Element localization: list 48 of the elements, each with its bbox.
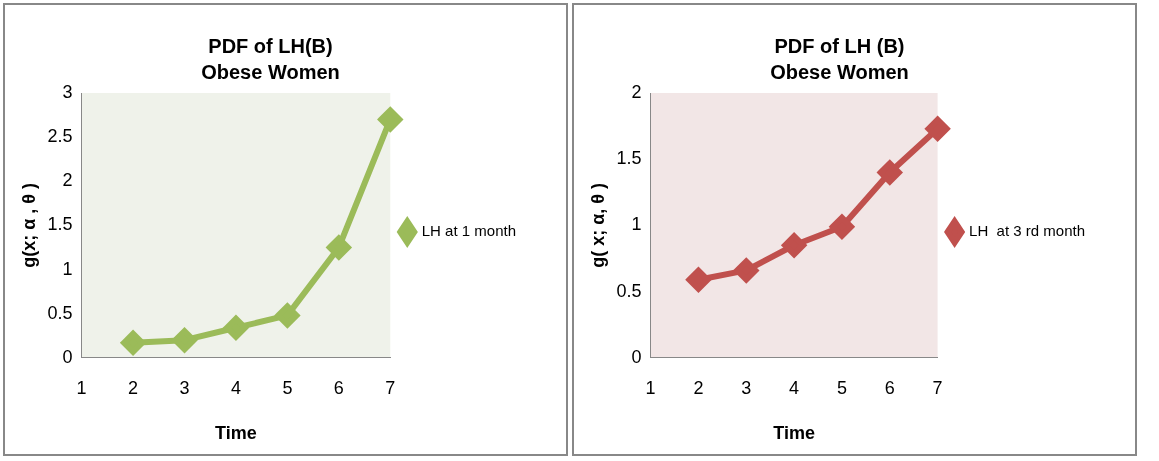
x-tick-label: 7 xyxy=(932,377,943,398)
y-tick-label: 3 xyxy=(62,81,73,102)
point xyxy=(686,267,711,292)
point xyxy=(829,214,854,239)
y-tick-label: 0 xyxy=(62,346,73,367)
chart-subtitle: Obese Women xyxy=(201,60,340,83)
chart-subtitle: Obese Women xyxy=(770,60,909,83)
point xyxy=(326,235,351,260)
y-tick-label: 2.5 xyxy=(47,126,73,147)
point xyxy=(877,160,902,185)
y-tick-label: 1.5 xyxy=(47,214,73,235)
point xyxy=(121,330,146,355)
point xyxy=(172,328,197,353)
legend-label: LH at 1 month xyxy=(421,222,516,240)
chart-title: PDF of LH (B) xyxy=(774,34,905,57)
point xyxy=(223,315,248,340)
y-tick-label: 0 xyxy=(631,346,642,367)
y-tick-label: 2 xyxy=(62,170,73,191)
x-tick-label: 5 xyxy=(282,377,293,398)
chart-title: PDF of LH(B) xyxy=(208,34,333,57)
y-tick-label: 1 xyxy=(62,258,73,279)
x-tick-label: 3 xyxy=(741,377,752,398)
x-axis-title: Time xyxy=(773,423,815,444)
x-tick-label: 2 xyxy=(128,377,139,398)
x-tick-label: 1 xyxy=(76,377,87,398)
point xyxy=(275,303,300,328)
x-tick-label: 4 xyxy=(230,377,241,398)
x-tick-label: 7 xyxy=(385,377,396,398)
x-tick-label: 1 xyxy=(645,377,656,398)
y-tick-label: 1 xyxy=(631,214,642,235)
y-axis-title: g( x; α, θ ) xyxy=(587,183,608,268)
x-tick-label: 4 xyxy=(789,377,800,398)
x-tick-label: 3 xyxy=(179,377,190,398)
x-tick-label: 6 xyxy=(333,377,344,398)
point xyxy=(378,107,403,132)
y-tick-label: 1.5 xyxy=(616,148,642,169)
x-tick-label: 5 xyxy=(836,377,847,398)
point xyxy=(925,116,950,141)
y-tick-label: 0.5 xyxy=(47,302,73,323)
legend-label: LH at 3 rd month xyxy=(969,222,1086,240)
y-tick-label: 2 xyxy=(631,81,642,102)
x-tick-label: 6 xyxy=(884,377,895,398)
x-axis-title: Time xyxy=(215,423,257,444)
x-tick-label: 2 xyxy=(693,377,704,398)
point xyxy=(782,233,807,258)
y-tick-label: 0.5 xyxy=(616,280,642,301)
y-axis-title: g(x; α , θ ) xyxy=(18,183,39,268)
point xyxy=(734,258,759,283)
